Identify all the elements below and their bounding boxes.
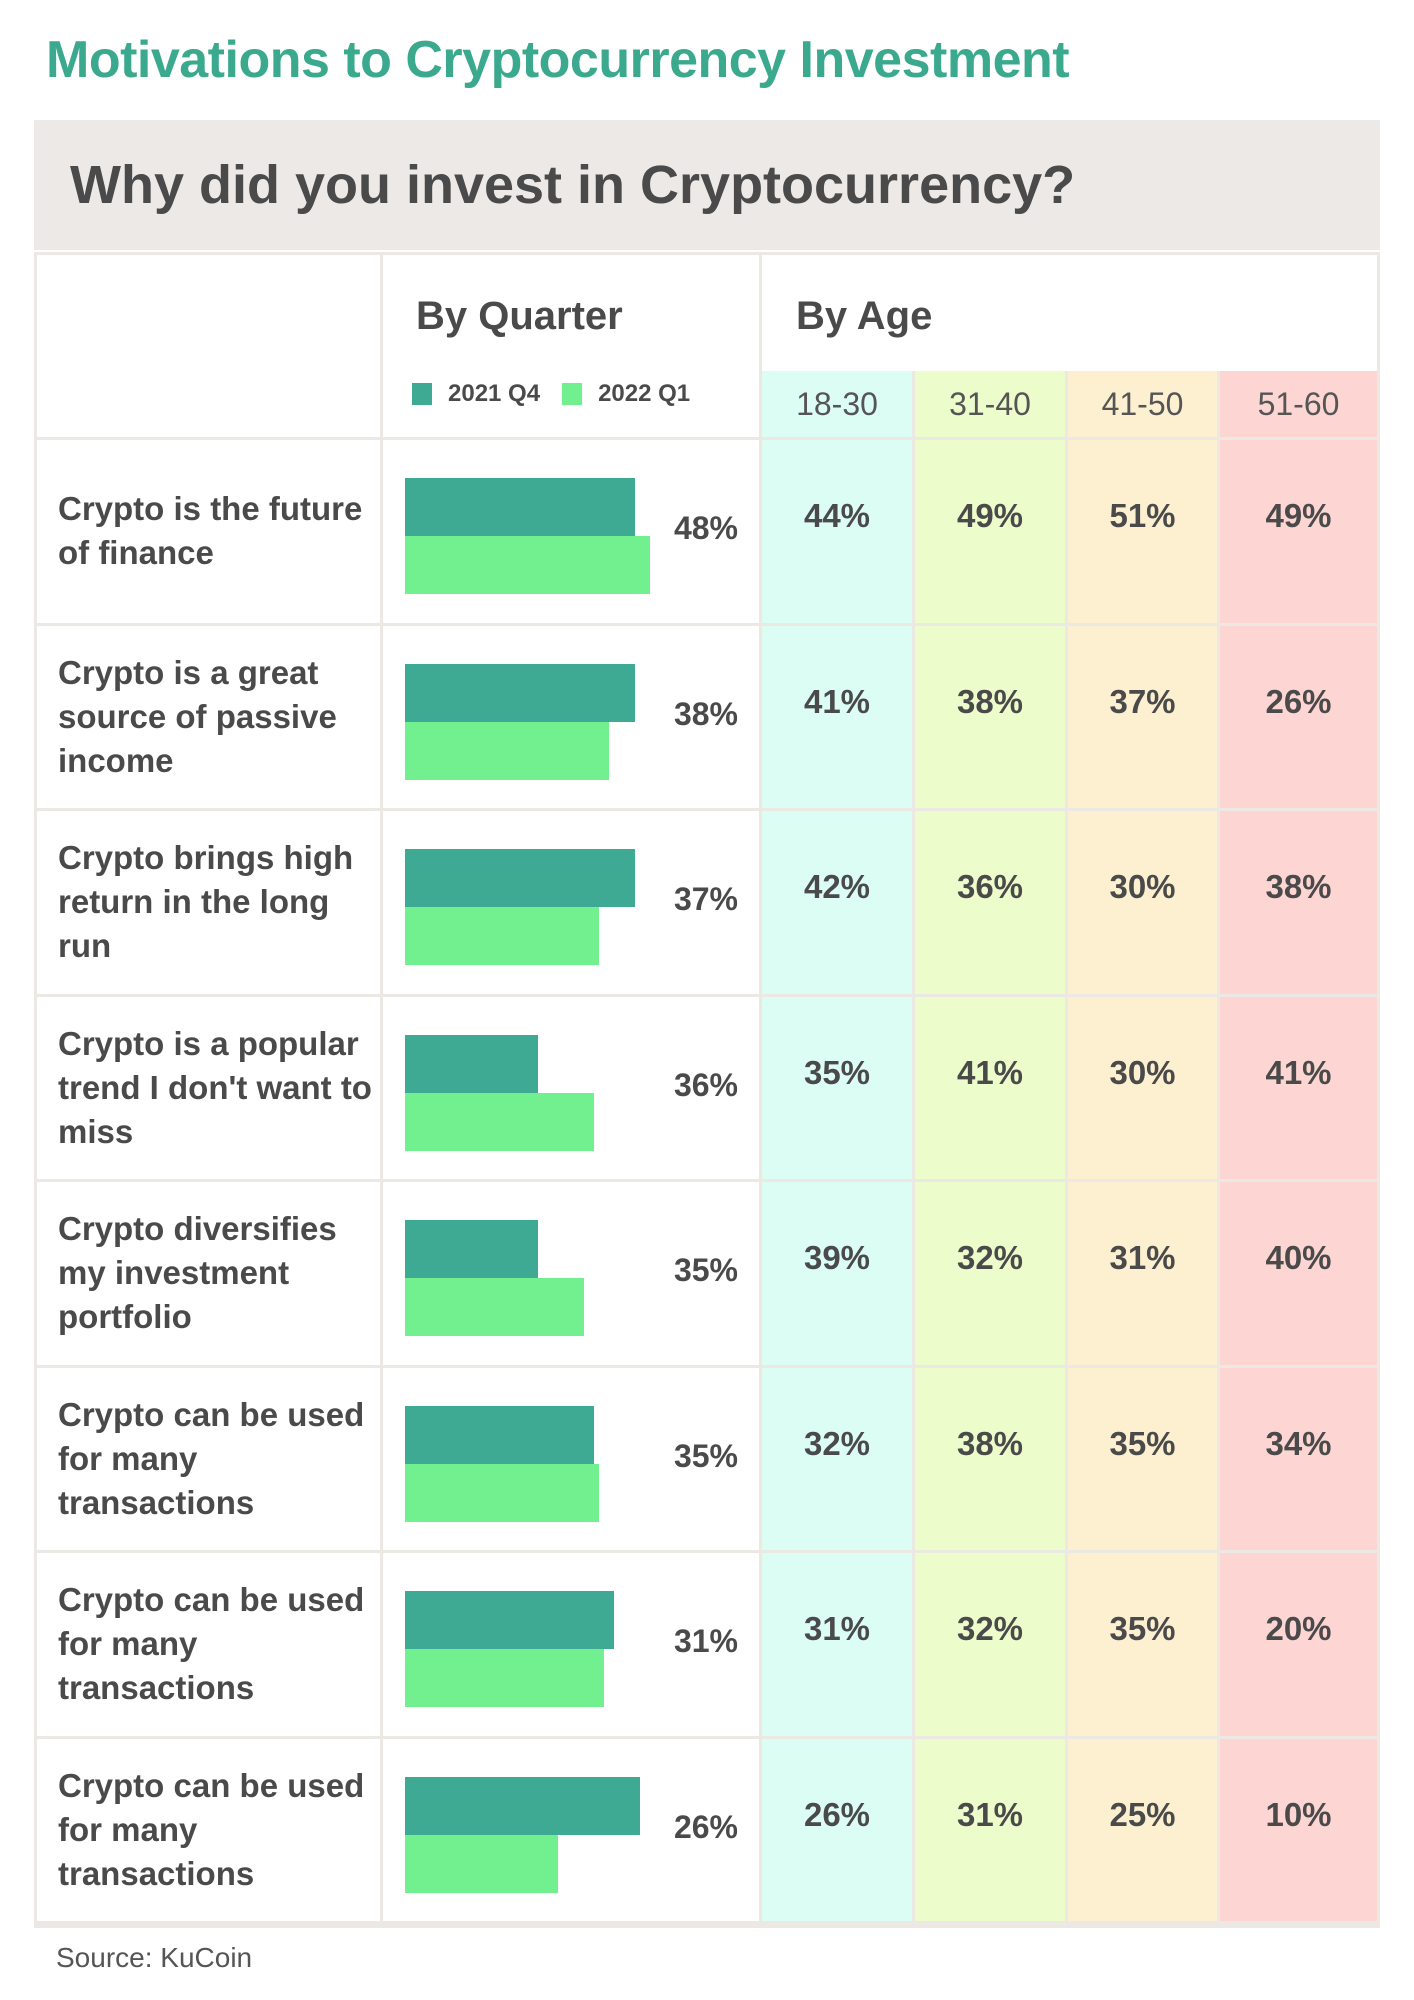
legend-swatch-q1: [562, 383, 583, 405]
age-value-cell: 31%: [762, 1553, 912, 1736]
results-table: By Quarter By Age 2021 Q4 2022 Q1 18-30 3…: [34, 252, 1380, 1928]
age-value-cell: 51%: [1068, 440, 1217, 623]
question-banner: Why did you invest in Cryptocurrency?: [34, 120, 1380, 250]
label-cell: [37, 1182, 380, 1365]
legend-label-q1: 2022 Q1: [598, 380, 691, 407]
quarter-value: 35%: [673, 1252, 738, 1288]
quarter-value: 31%: [673, 1623, 738, 1659]
age-value-cell: 31%: [915, 1738, 1065, 1921]
question-text: Why did you invest in Cryptocurrency?: [70, 155, 1076, 215]
age-value-cell: 20%: [1220, 1553, 1377, 1736]
age-group-header: 31-40: [915, 371, 1065, 437]
age-group-header: 51-60: [1220, 371, 1377, 437]
bar-2022-q1: [405, 907, 599, 965]
by-quarter-heading: By Quarter: [416, 294, 623, 338]
quarter-value: 35%: [673, 1437, 738, 1474]
row-label: Crypto is a popular trend I don't want t…: [58, 1024, 372, 1150]
age-value-cell: 39%: [762, 1182, 912, 1365]
row-label: Crypto is a great source of passive inco…: [58, 653, 337, 779]
bar-2021-q4: [405, 1034, 538, 1093]
age-value-cell: 31%: [1068, 1182, 1217, 1365]
row-label: Crypto can be used for many transactions: [58, 1581, 365, 1707]
label-cell: [37, 811, 380, 994]
age-value-cell: 10%: [1220, 1738, 1377, 1921]
header-age-cell: [762, 255, 1377, 371]
quarter-value: 38%: [673, 695, 738, 732]
quarter-value: 37%: [673, 881, 738, 917]
page-title: Motivations to Cryptocurrency Investment: [46, 31, 1070, 89]
source-note: Source: KuCoin: [56, 1942, 253, 1973]
age-value-cell: 38%: [915, 1367, 1065, 1550]
age-value-cell: 49%: [1220, 440, 1377, 623]
age-group-header: 41-50: [1068, 371, 1217, 437]
age-value-cell: 38%: [915, 625, 1065, 808]
header-quarter-cell: [383, 255, 759, 437]
bar-2021-q4: [405, 478, 635, 536]
label-cell: [37, 625, 380, 808]
bar-2021-q4: [405, 1591, 615, 1649]
age-value-cell: 35%: [762, 996, 912, 1179]
age-value-cell: 38%: [1220, 811, 1377, 994]
bar-2022-q1: [405, 721, 609, 780]
label-cell: [37, 996, 380, 1179]
age-value-cell: 25%: [1068, 1738, 1217, 1921]
age-group-header: 18-30: [762, 371, 912, 437]
age-value-cell: 30%: [1068, 996, 1217, 1179]
age-value-cell: 41%: [1220, 996, 1377, 1179]
age-value-cell: 30%: [1068, 811, 1217, 994]
age-value-cell: 35%: [1068, 1367, 1217, 1550]
age-value-cell: 44%: [762, 440, 912, 623]
row-label: Crypto is the future of finance: [58, 490, 363, 572]
bar-2022-q1: [405, 1649, 604, 1707]
age-value-cell: 26%: [1220, 625, 1377, 808]
age-value-cell: 32%: [915, 1553, 1065, 1736]
quarter-value: 48%: [673, 510, 738, 546]
bar-2021-q4: [405, 1220, 538, 1278]
bar-2021-q4: [405, 1405, 594, 1464]
label-cell: [37, 1553, 380, 1736]
bar-2022-q1: [405, 1092, 594, 1151]
age-value-cell: 37%: [1068, 625, 1217, 808]
bar-2022-q1: [405, 536, 650, 594]
age-value-cell: 32%: [762, 1367, 912, 1550]
age-value-cell: 41%: [762, 625, 912, 808]
age-value-cell: 42%: [762, 811, 912, 994]
row-label: Crypto brings high return in the long ru…: [58, 839, 354, 965]
label-cell: [37, 440, 380, 623]
age-value-cell: 35%: [1068, 1553, 1217, 1736]
bar-2022-q1: [405, 1278, 584, 1336]
age-value-cell: 41%: [915, 996, 1065, 1179]
label-cell: [37, 1738, 380, 1921]
quarter-value: 36%: [673, 1066, 738, 1103]
quarter-value: 26%: [673, 1808, 738, 1845]
bar-2021-q4: [405, 1776, 640, 1835]
row-label: Crypto can be used for many transactions: [58, 1395, 365, 1521]
legend-label-q4: 2021 Q4: [448, 380, 541, 407]
by-age-heading: By Age: [796, 294, 933, 338]
header-empty-cell: [37, 255, 380, 437]
legend: 2021 Q4 2022 Q1: [412, 380, 690, 408]
age-value-cell: 26%: [762, 1738, 912, 1921]
age-value-cell: 36%: [915, 811, 1065, 994]
legend-swatch-q4: [412, 383, 432, 405]
bar-2022-q1: [405, 1834, 558, 1893]
row-label: Crypto diversifies my investment portfol…: [58, 1210, 337, 1336]
bar-2021-q4: [405, 663, 635, 722]
bar-2022-q1: [405, 1463, 599, 1522]
age-value-cell: 49%: [915, 440, 1065, 623]
age-value-cell: 40%: [1220, 1182, 1377, 1365]
label-cell: [37, 1367, 380, 1550]
age-value-cell: 34%: [1220, 1367, 1377, 1550]
row-label: Crypto can be used for many transactions: [58, 1766, 365, 1892]
age-value-cell: 32%: [915, 1182, 1065, 1365]
bar-2021-q4: [405, 849, 635, 907]
